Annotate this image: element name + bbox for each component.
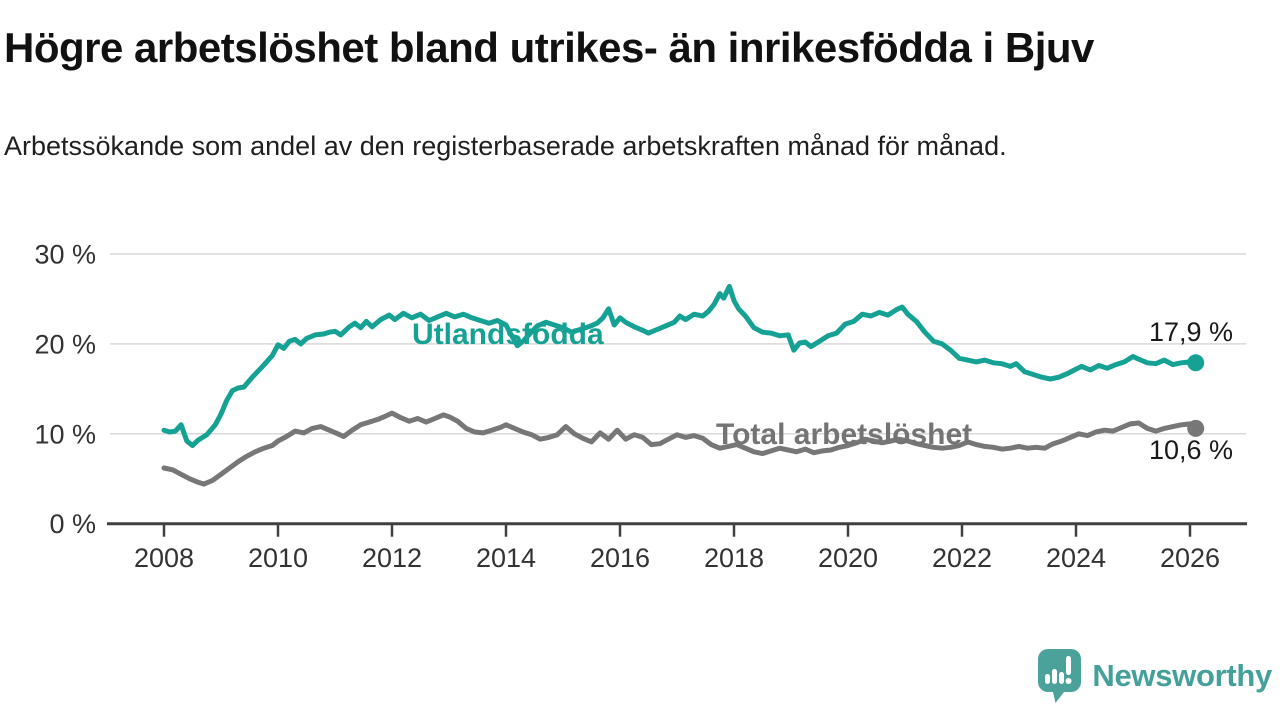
- y-tick-label-20: 20 %: [34, 329, 96, 359]
- series-label-total-arbetsloshet: Total arbetslöshet: [716, 418, 972, 451]
- line-total-arbetsl-shet: [161, 410, 1199, 487]
- x-tick-label-2014: 2014: [476, 543, 536, 573]
- bar-1: [1045, 674, 1051, 684]
- x-tick-label-2026: 2026: [1160, 543, 1220, 573]
- newsworthy-wordmark: Newsworthy: [1092, 658, 1272, 693]
- x-tick-label-2008: 2008: [134, 543, 194, 573]
- series-label-utlandsfodda: Utlandsfödda: [412, 318, 604, 351]
- end-dot-utlandsf-dda: [1187, 354, 1205, 372]
- line-utlandsf-dda: [161, 283, 1199, 448]
- bar-3: [1059, 672, 1065, 684]
- data-series-lines: [161, 283, 1205, 487]
- end-value-label-total: 10,6 %: [1149, 435, 1233, 465]
- newsworthy-logo-icon: [1038, 649, 1082, 703]
- x-tick-label-2022: 2022: [932, 543, 992, 573]
- x-tick-label-2012: 2012: [362, 543, 422, 573]
- x-tick-label-2010: 2010: [248, 543, 308, 573]
- x-axis: [107, 522, 1247, 537]
- x-tick-label-2018: 2018: [704, 543, 764, 573]
- y-axis-tick-labels: 0 % 10 % 20 % 30 %: [34, 240, 96, 540]
- x-tick-label-2024: 2024: [1046, 543, 1106, 573]
- x-axis-tick-labels: 2008 2010 2012 2014 2016 2018 2020 2022 2024 2026: [134, 543, 1220, 573]
- exclamation-dot: [1065, 678, 1072, 684]
- end-dot-total-arbetsl-shet: [1187, 419, 1205, 437]
- y-tick-label-10: 10 %: [34, 419, 96, 449]
- exclamation-bar: [1066, 656, 1072, 675]
- x-tick-label-2016: 2016: [590, 543, 650, 573]
- newsworthy-logo: Newsworthy: [1036, 648, 1272, 704]
- y-tick-label-0: 0 %: [49, 509, 96, 539]
- end-value-label-utlandsfodda: 17,9 %: [1149, 317, 1233, 347]
- x-tick-label-2020: 2020: [818, 543, 878, 573]
- page-subtitle: Arbetssökande som andel av den registerb…: [4, 131, 1007, 161]
- page-title: Högre arbetslöshet bland utrikes- än inr…: [4, 24, 1094, 71]
- bar-2: [1052, 669, 1058, 684]
- y-tick-label-30: 30 %: [34, 240, 96, 270]
